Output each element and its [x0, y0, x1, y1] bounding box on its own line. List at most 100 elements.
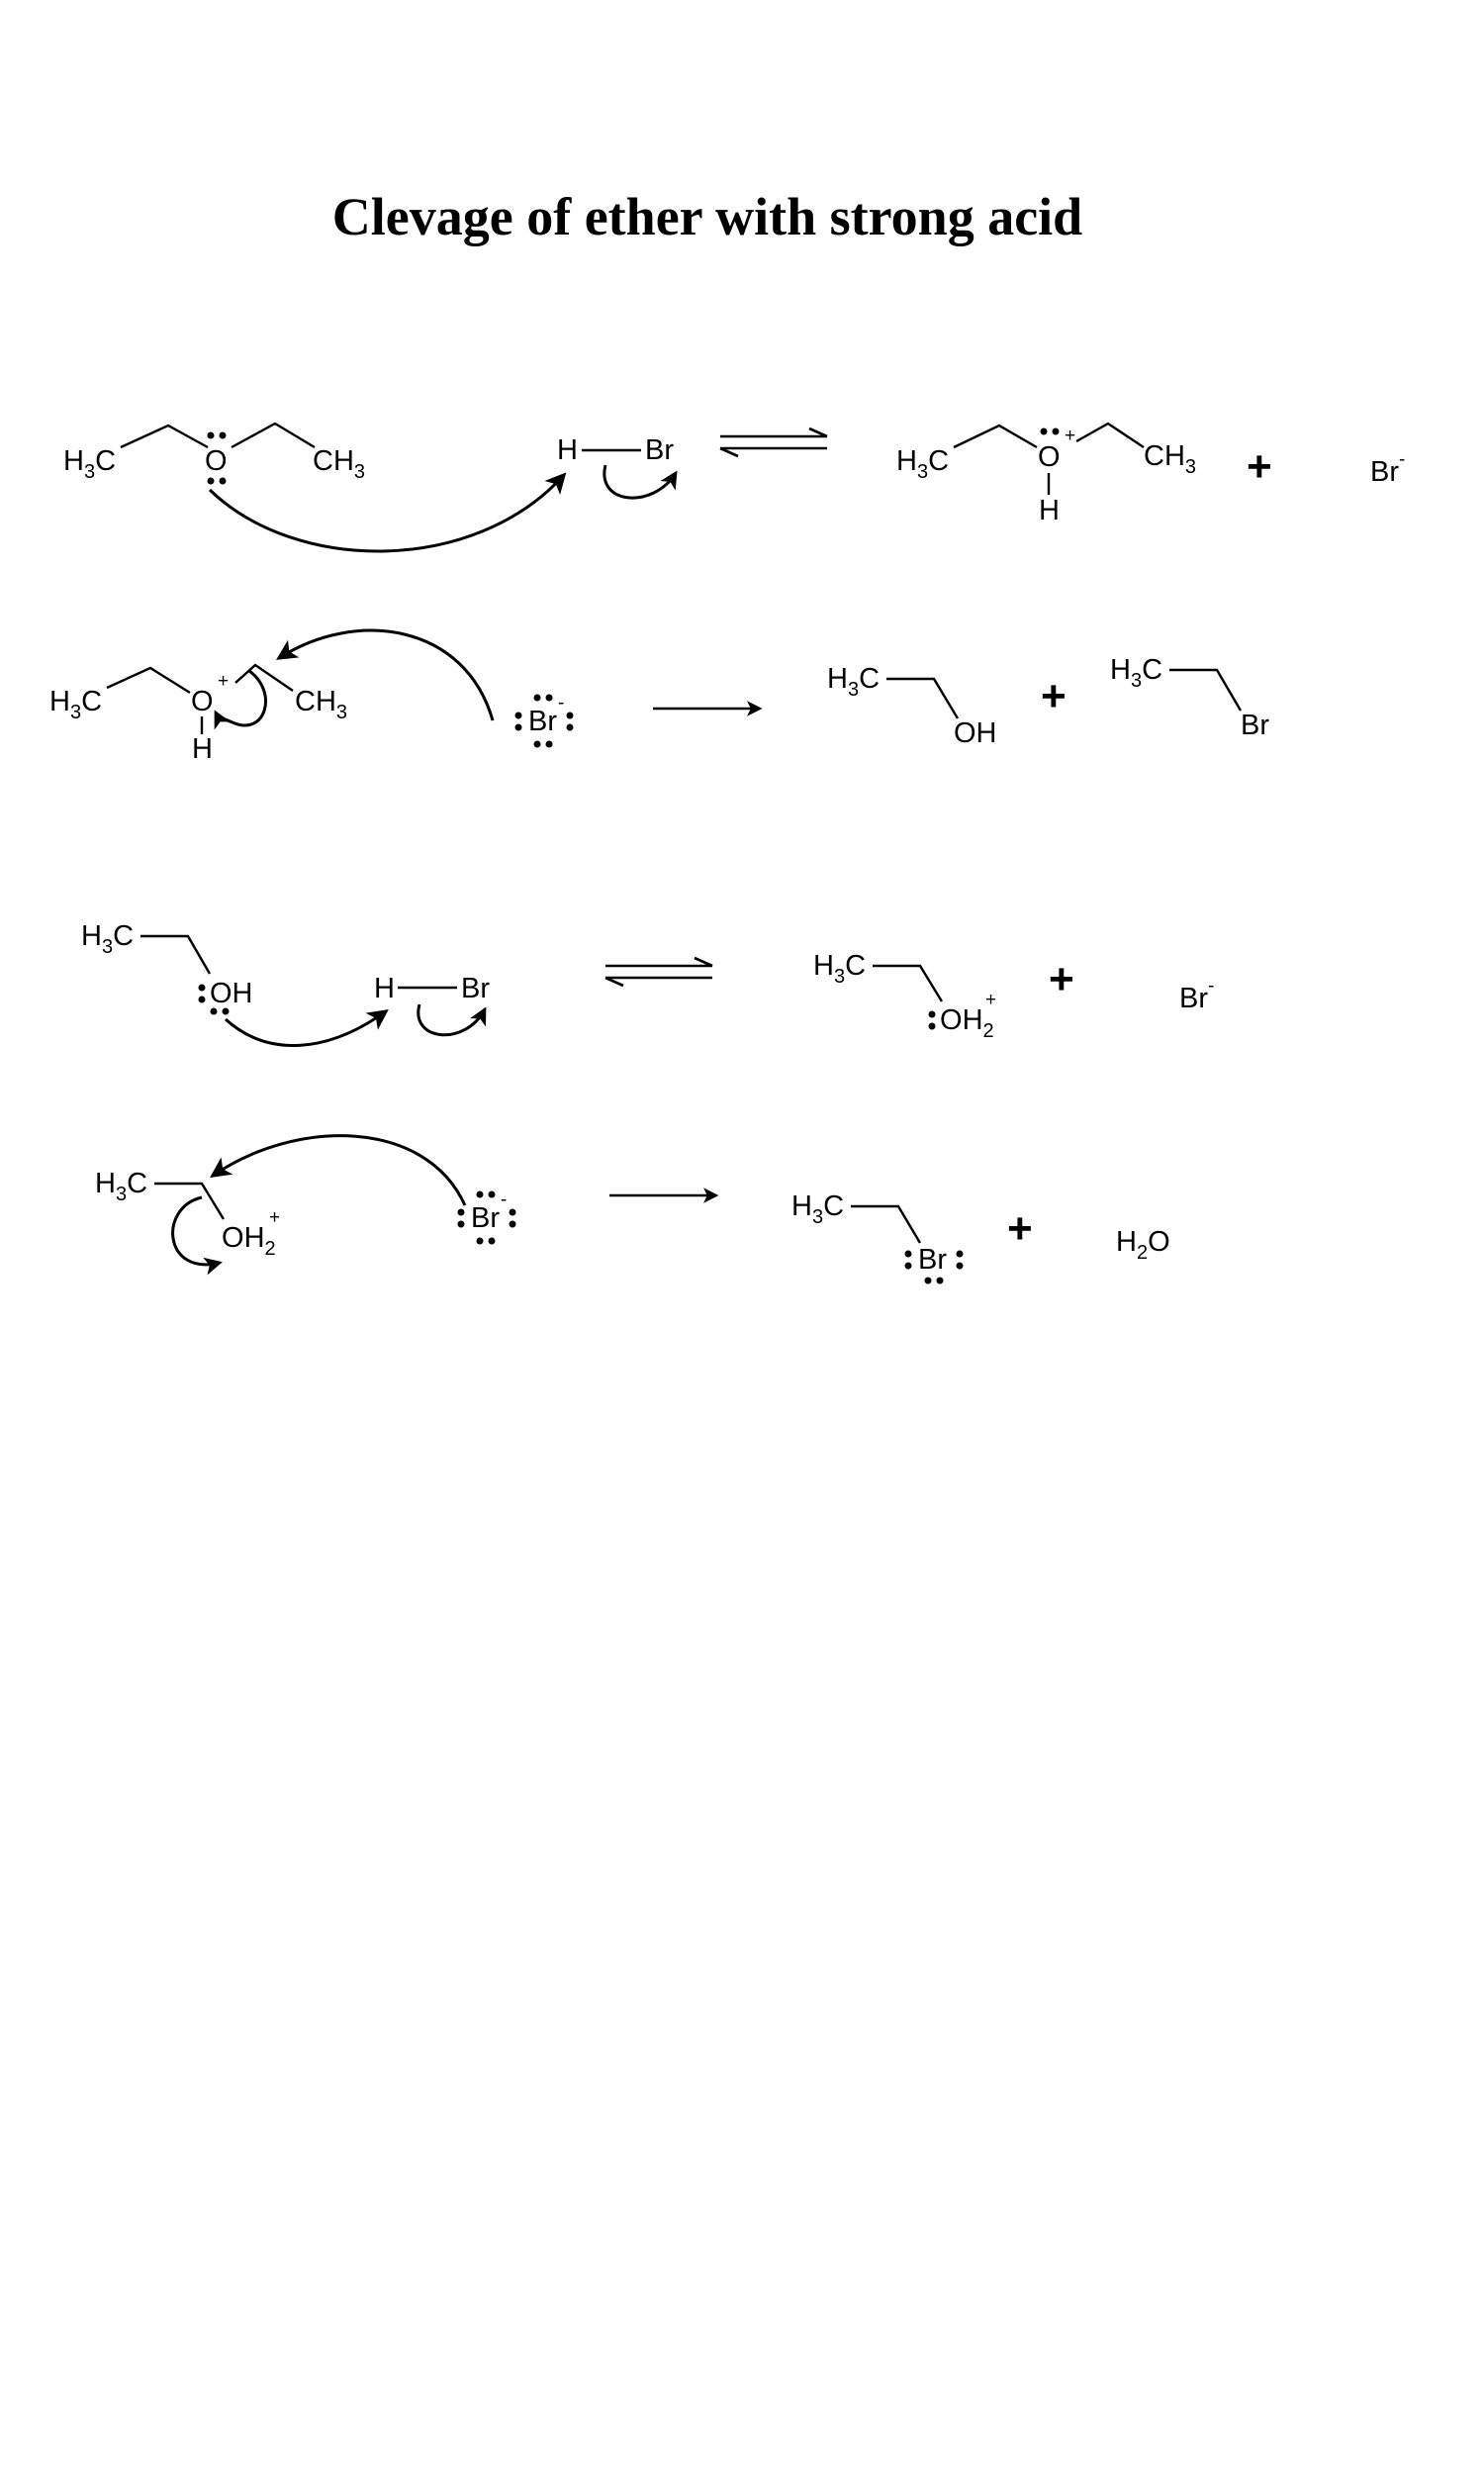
ch3-subscript: 3: [354, 461, 365, 483]
lone-pair: [457, 1190, 516, 1245]
ether-oxygen: O: [205, 445, 228, 477]
h3c-c: C: [845, 950, 866, 982]
svg-text:H3C: H3C: [827, 663, 880, 701]
svg-text:H3C: H3C: [81, 920, 134, 958]
bond: [1075, 422, 1145, 448]
bromine-label: Br: [918, 1244, 947, 1276]
bromide-nucleophile: Br -: [457, 1189, 516, 1245]
svg-text:H3C: H3C: [49, 686, 102, 723]
bromide-label: Br: [1179, 983, 1208, 1014]
water-subscript: 2: [1137, 1242, 1148, 1264]
hydrogen-label: H: [244, 1222, 265, 1254]
h3c-h: H: [896, 445, 917, 477]
h3c-c: C: [1142, 654, 1162, 686]
ethanol: H3C OH: [827, 663, 997, 749]
electron-pushing-arrow: [417, 1003, 487, 1037]
svg-text:H3C: H3C: [791, 1190, 844, 1228]
h2-subscript: 2: [983, 1020, 994, 1042]
h3c-subscript: 3: [834, 966, 845, 988]
bond: [140, 934, 212, 975]
bond: [1169, 668, 1243, 712]
ch3-label: CH: [1144, 440, 1185, 472]
h3c-h: H: [827, 663, 848, 695]
step-4-sn2-attack: H3C OH2 + Br - H3C Br: [95, 1134, 1170, 1285]
plus-sign: +: [1007, 1204, 1033, 1253]
h3c-c: C: [113, 920, 134, 952]
bond: [873, 964, 944, 1002]
svg-text:H3C: H3C: [95, 1168, 147, 1205]
oxonium-oxygen: O: [1038, 441, 1061, 473]
hydrogen-label: H: [557, 434, 578, 466]
electron-pushing-arrow: [214, 669, 267, 730]
lone-pair: [514, 694, 574, 748]
svg-text:OH2: OH2: [940, 1004, 994, 1042]
h3c-subscript: 3: [116, 1184, 127, 1205]
h3c-h: H: [81, 920, 102, 952]
plus-sign: +: [1247, 442, 1272, 491]
bond: [851, 1204, 922, 1244]
page-title: Clevage of ether with strong acid: [332, 187, 1082, 246]
svg-text:H3C: H3C: [1110, 654, 1162, 692]
negative-charge: -: [501, 1189, 507, 1210]
positive-charge: +: [218, 671, 229, 692]
oxonium-oxygen: O: [191, 686, 214, 717]
ch3-subscript: 3: [1185, 456, 1196, 478]
lone-pair: [1040, 428, 1060, 435]
water-label: H2O: [1116, 1226, 1170, 1264]
step-1-protonation: H3C O CH3 H Br H3C: [63, 422, 1405, 553]
water-o: O: [1148, 1226, 1170, 1258]
electron-pushing-arrow: [603, 464, 678, 500]
bromine-label: Br: [528, 706, 557, 737]
h3c-h: H: [49, 686, 70, 717]
equilibrium-arrow: [604, 956, 713, 988]
bond: [231, 422, 316, 449]
svg-text:Br-: Br-: [1179, 976, 1214, 1014]
h3c-c: C: [81, 686, 102, 717]
h2-subscript: 2: [265, 1238, 276, 1260]
plus-sign: +: [1049, 955, 1074, 1003]
oxygen-label: O: [940, 1004, 963, 1036]
oxonium-ion: H3C O + CH3 H: [49, 663, 347, 765]
bond: [886, 677, 960, 719]
protonated-ethanol: H3C OH2 +: [95, 1168, 280, 1276]
bromine-label: Br: [471, 1202, 500, 1234]
electron-pushing-arrow: [171, 1195, 223, 1276]
h3c-c: C: [823, 1190, 844, 1222]
positive-charge: +: [985, 990, 996, 1010]
h3c-c: C: [859, 663, 880, 695]
h3c-c: C: [127, 1168, 147, 1199]
step-3-alcohol-protonation: H3C OH H Br H3C OH2 +: [81, 920, 1214, 1047]
hydroxyl-label: OH: [210, 978, 253, 1009]
protonated-ethanol: H3C OH2 +: [813, 950, 996, 1042]
h3c-c: C: [95, 445, 116, 477]
h3c-subscript: 3: [917, 461, 928, 483]
electron-pushing-arrow: [224, 1008, 389, 1047]
ethanol: H3C OH: [81, 920, 253, 1015]
h3c-subscript: 3: [70, 702, 81, 723]
lone-pair: [904, 1250, 964, 1285]
svg-text:H3C: H3C: [896, 445, 949, 483]
h3c-subscript: 3: [102, 936, 113, 958]
bromine-label: Br: [1241, 710, 1269, 741]
bromine-label: Br: [461, 973, 490, 1004]
positive-charge: +: [269, 1207, 280, 1228]
electron-pushing-arrow: [210, 1134, 467, 1206]
step-2-sn2-attack: H3C O + CH3 H Br - H3C: [49, 628, 1269, 765]
h3c-c: C: [928, 445, 949, 477]
h3c-subscript: 3: [848, 679, 859, 701]
hydroxyl-label: OH: [954, 717, 997, 749]
lone-pair: [928, 1010, 936, 1030]
bromoethane: H3C Br: [791, 1190, 964, 1285]
water-h: H: [1116, 1226, 1137, 1258]
h3c-h: H: [791, 1190, 812, 1222]
bromoethane: H3C Br: [1110, 654, 1269, 741]
bond: [120, 424, 209, 449]
hydrogen-bromide: H Br: [374, 973, 490, 1037]
svg-text:H3C: H3C: [63, 445, 116, 483]
electron-pushing-arrow: [208, 472, 567, 553]
h3c-subscript: 3: [812, 1206, 823, 1228]
hydrogen-label: H: [192, 733, 213, 765]
svg-text:OH2: OH2: [222, 1222, 276, 1260]
h3c-h: H: [813, 950, 834, 982]
